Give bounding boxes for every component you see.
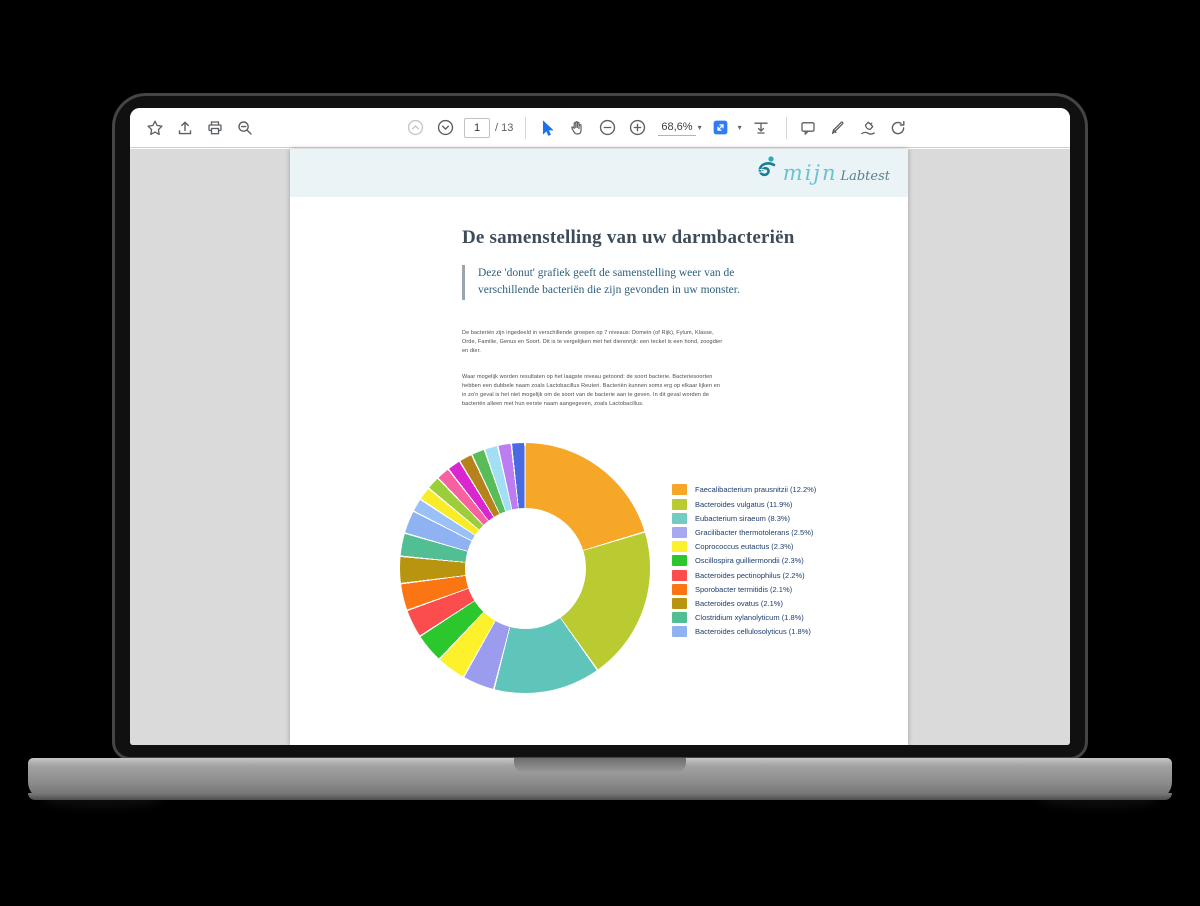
logo-icon — [754, 155, 780, 192]
legend-item: Bacteroides vulgatus (11.9%) — [672, 498, 816, 510]
legend-label: Bacteroides cellulosolyticus (1.8%) — [695, 627, 811, 637]
share-icon[interactable] — [885, 115, 911, 141]
laptop-screen-bezel: 1 / 13 68,6% ▾ ▾ — [112, 93, 1088, 760]
page-up-icon[interactable] — [402, 115, 428, 141]
legend-item: Eubacterium siraeum (8.3%) — [672, 512, 816, 524]
upload-icon[interactable] — [172, 115, 198, 141]
legend-swatch — [672, 541, 687, 553]
comment-icon[interactable] — [795, 115, 821, 141]
legend-label: Oscillospira guilliermondii (2.3%) — [695, 556, 804, 566]
legend-swatch — [672, 612, 687, 624]
page-down-icon[interactable] — [432, 115, 458, 141]
body-paragraph-2: Waar mogelijk worden resultaten op het l… — [462, 374, 721, 407]
zoom-in-icon[interactable] — [624, 115, 650, 141]
chart-legend: Faecalibacterium prausnitzii (12.2%) Bac… — [672, 484, 816, 638]
legend-swatch — [672, 569, 687, 581]
legend-item: Bacteroides pectinophilus (2.2%) — [672, 569, 816, 581]
legend-item: Coprococcus eutactus (2.3%) — [672, 541, 816, 553]
pdf-toolbar: 1 / 13 68,6% ▾ ▾ — [130, 108, 1070, 148]
legend-label: Bacteroides pectinophilus (2.2%) — [695, 570, 805, 580]
legend-label: Sporobacter termitidis (2.1%) — [695, 584, 793, 594]
legend-swatch — [672, 583, 687, 595]
highlight-pen-icon[interactable] — [825, 115, 851, 141]
zoom-level-input[interactable]: 68,6% — [658, 119, 696, 136]
legend-swatch — [672, 484, 687, 496]
legend-item: Oscillospira guilliermondii (2.3%) — [672, 555, 816, 567]
zoom-out-icon[interactable] — [594, 115, 620, 141]
logo-text-mijn: mijn — [782, 160, 838, 185]
laptop-hinge-notch — [514, 758, 686, 773]
page-title: De samenstelling van uw darmbacteriën — [462, 227, 795, 248]
select-cursor-icon[interactable] — [534, 115, 560, 141]
intro-callout: Deze 'donut' grafiek geeft de samenstell… — [462, 265, 760, 300]
legend-label: Bacteroides ovatus (2.1%) — [695, 598, 783, 608]
legend-label: Gracilibacter thermotolerans (2.5%) — [695, 527, 814, 537]
legend-item: Sporobacter termitidis (2.1%) — [672, 583, 816, 595]
legend-swatch — [672, 626, 687, 638]
fit-page-caret-icon[interactable]: ▾ — [737, 123, 742, 132]
laptop-base — [28, 758, 1172, 800]
legend-swatch — [672, 512, 687, 524]
document-viewport[interactable]: mijn Labtest De samenstelling van uw dar… — [130, 149, 1070, 745]
signature-icon[interactable] — [855, 115, 881, 141]
legend-item: Clostridium xylanolyticum (1.8%) — [672, 612, 816, 624]
toolbar-divider — [525, 116, 527, 139]
print-icon[interactable] — [202, 115, 228, 141]
legend-item: Gracilibacter thermotolerans (2.5%) — [672, 526, 816, 539]
zoom-caret-icon[interactable]: ▾ — [697, 123, 702, 132]
laptop-base-edge — [28, 793, 1172, 800]
page-header-band: mijn Labtest — [290, 149, 908, 197]
pdf-page: mijn Labtest De samenstelling van uw dar… — [290, 149, 908, 745]
legend-item: Bacteroides ovatus (2.1%) — [672, 597, 816, 610]
legend-swatch — [672, 498, 687, 510]
legend-label: Eubacterium siraeum (8.3%) — [695, 513, 791, 523]
legend-item: Bacteroides cellulosolyticus (1.8%) — [672, 626, 816, 638]
legend-swatch — [672, 597, 687, 609]
page-number-input[interactable]: 1 — [464, 117, 490, 138]
mijn-labtest-logo: mijn Labtest — [754, 152, 890, 194]
search-icon[interactable] — [232, 115, 258, 141]
legend-swatch — [672, 555, 687, 567]
legend-swatch — [672, 526, 687, 538]
screen: 1 / 13 68,6% ▾ ▾ — [130, 108, 1070, 745]
donut-chart — [400, 443, 650, 693]
body-paragraph-1: De bacteriën zijn ingedeeld in verschill… — [462, 330, 723, 354]
fit-width-icon[interactable] — [748, 115, 774, 141]
legend-item: Faecalibacterium prausnitzii (12.2%) — [672, 484, 816, 496]
legend-label: Bacteroides vulgatus (11.9%) — [695, 499, 793, 509]
fit-page-icon[interactable] — [708, 115, 734, 141]
toolbar-divider — [785, 116, 787, 139]
star-icon[interactable] — [142, 115, 168, 141]
page-total-label: / 13 — [495, 121, 514, 134]
legend-label: Clostridium xylanolyticum (1.8%) — [695, 613, 804, 623]
legend-label: Coprococcus eutactus (2.3%) — [695, 542, 794, 552]
hand-tool-icon[interactable] — [564, 115, 590, 141]
logo-text-labtest: Labtest — [840, 168, 890, 184]
legend-label: Faecalibacterium prausnitzii (12.2%) — [695, 485, 817, 495]
